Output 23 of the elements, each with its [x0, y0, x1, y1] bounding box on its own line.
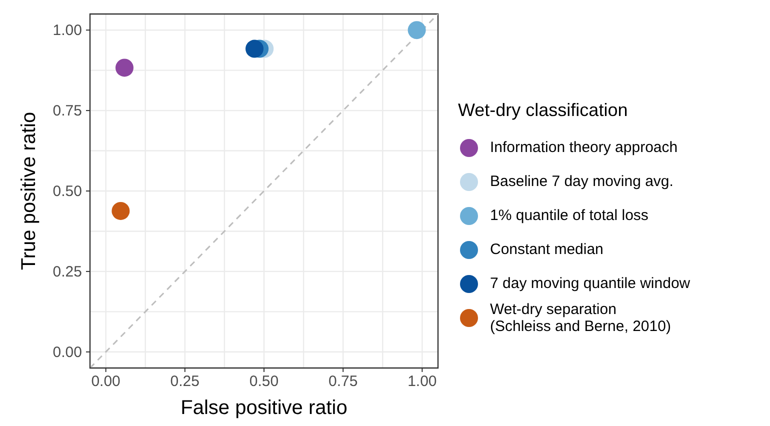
point	[246, 40, 264, 58]
point	[408, 21, 426, 40]
x-tick-label: 0.25	[170, 373, 200, 390]
legend-label: Baseline 7 day moving avg.	[490, 173, 674, 190]
x-tick-label: 0.75	[328, 373, 358, 390]
legend-label: Information theory approach	[490, 139, 678, 156]
legend-label: 7 day moving quantile window	[490, 275, 690, 292]
legend-label: Constant median	[490, 241, 604, 258]
y-tick-label: 0.25	[52, 263, 82, 280]
x-tick-label: 0.50	[249, 373, 279, 390]
x-tick-label: 0.00	[91, 373, 120, 390]
y-axis-title: True positive ratio	[18, 112, 40, 270]
legend-label: 1% quantile of total loss	[490, 207, 648, 224]
legend-label: Wet-dry separation (Schleiss and Berne, 2010)	[490, 300, 671, 334]
y-tick-label: 0.50	[52, 183, 82, 200]
y-tick-label: 0.75	[52, 102, 82, 120]
point	[115, 58, 134, 77]
y-tick-label: 1.00	[52, 22, 82, 40]
legend-title: Wet-dry classification	[458, 100, 629, 120]
x-tick-label: 1.00	[408, 373, 437, 390]
point	[112, 202, 130, 220]
x-axis-title: False positive ratio	[180, 397, 348, 419]
y-tick-label: 0.00	[52, 344, 82, 361]
